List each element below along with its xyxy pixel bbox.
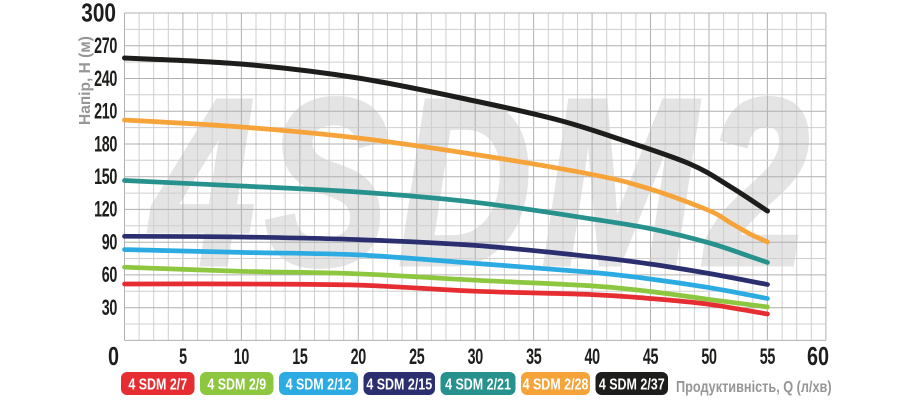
svg-text:300: 300 — [81, 0, 116, 27]
svg-text:10: 10 — [234, 344, 249, 369]
svg-text:5: 5 — [179, 344, 187, 369]
svg-text:150: 150 — [94, 164, 117, 189]
svg-text:55: 55 — [760, 344, 775, 369]
svg-text:60: 60 — [102, 262, 117, 287]
svg-text:120: 120 — [94, 197, 117, 222]
svg-text:240: 240 — [94, 66, 117, 91]
svg-text:30: 30 — [102, 295, 117, 320]
svg-text:90: 90 — [102, 229, 117, 254]
svg-text:4 SDM 2/12: 4 SDM 2/12 — [286, 376, 352, 394]
svg-text:4 SDM 2/9: 4 SDM 2/9 — [207, 376, 266, 394]
svg-text:30: 30 — [468, 344, 483, 369]
svg-text:20: 20 — [351, 344, 366, 369]
svg-text:35: 35 — [526, 344, 541, 369]
svg-text:Напір, H (м): Напір, H (м) — [77, 36, 94, 125]
svg-text:4 SDM 2/37: 4 SDM 2/37 — [599, 376, 665, 394]
svg-text:4 SDM 2/28: 4 SDM 2/28 — [523, 376, 589, 394]
svg-text:270: 270 — [94, 33, 117, 58]
svg-text:Продуктивність, Q (л/хв): Продуктивність, Q (л/хв) — [676, 379, 832, 396]
svg-text:60: 60 — [807, 341, 829, 370]
svg-text:15: 15 — [292, 344, 307, 369]
svg-text:40: 40 — [584, 344, 599, 369]
svg-text:4 SDM 2/21: 4 SDM 2/21 — [445, 376, 511, 394]
svg-text:45: 45 — [643, 344, 658, 369]
svg-text:50: 50 — [701, 344, 716, 369]
svg-text:4 SDM 2/15: 4 SDM 2/15 — [366, 376, 432, 394]
svg-text:25: 25 — [409, 344, 424, 369]
svg-text:210: 210 — [94, 98, 117, 123]
svg-text:180: 180 — [94, 131, 117, 156]
svg-text:4 SDM 2/7: 4 SDM 2/7 — [128, 376, 187, 394]
svg-text:0: 0 — [108, 341, 119, 370]
